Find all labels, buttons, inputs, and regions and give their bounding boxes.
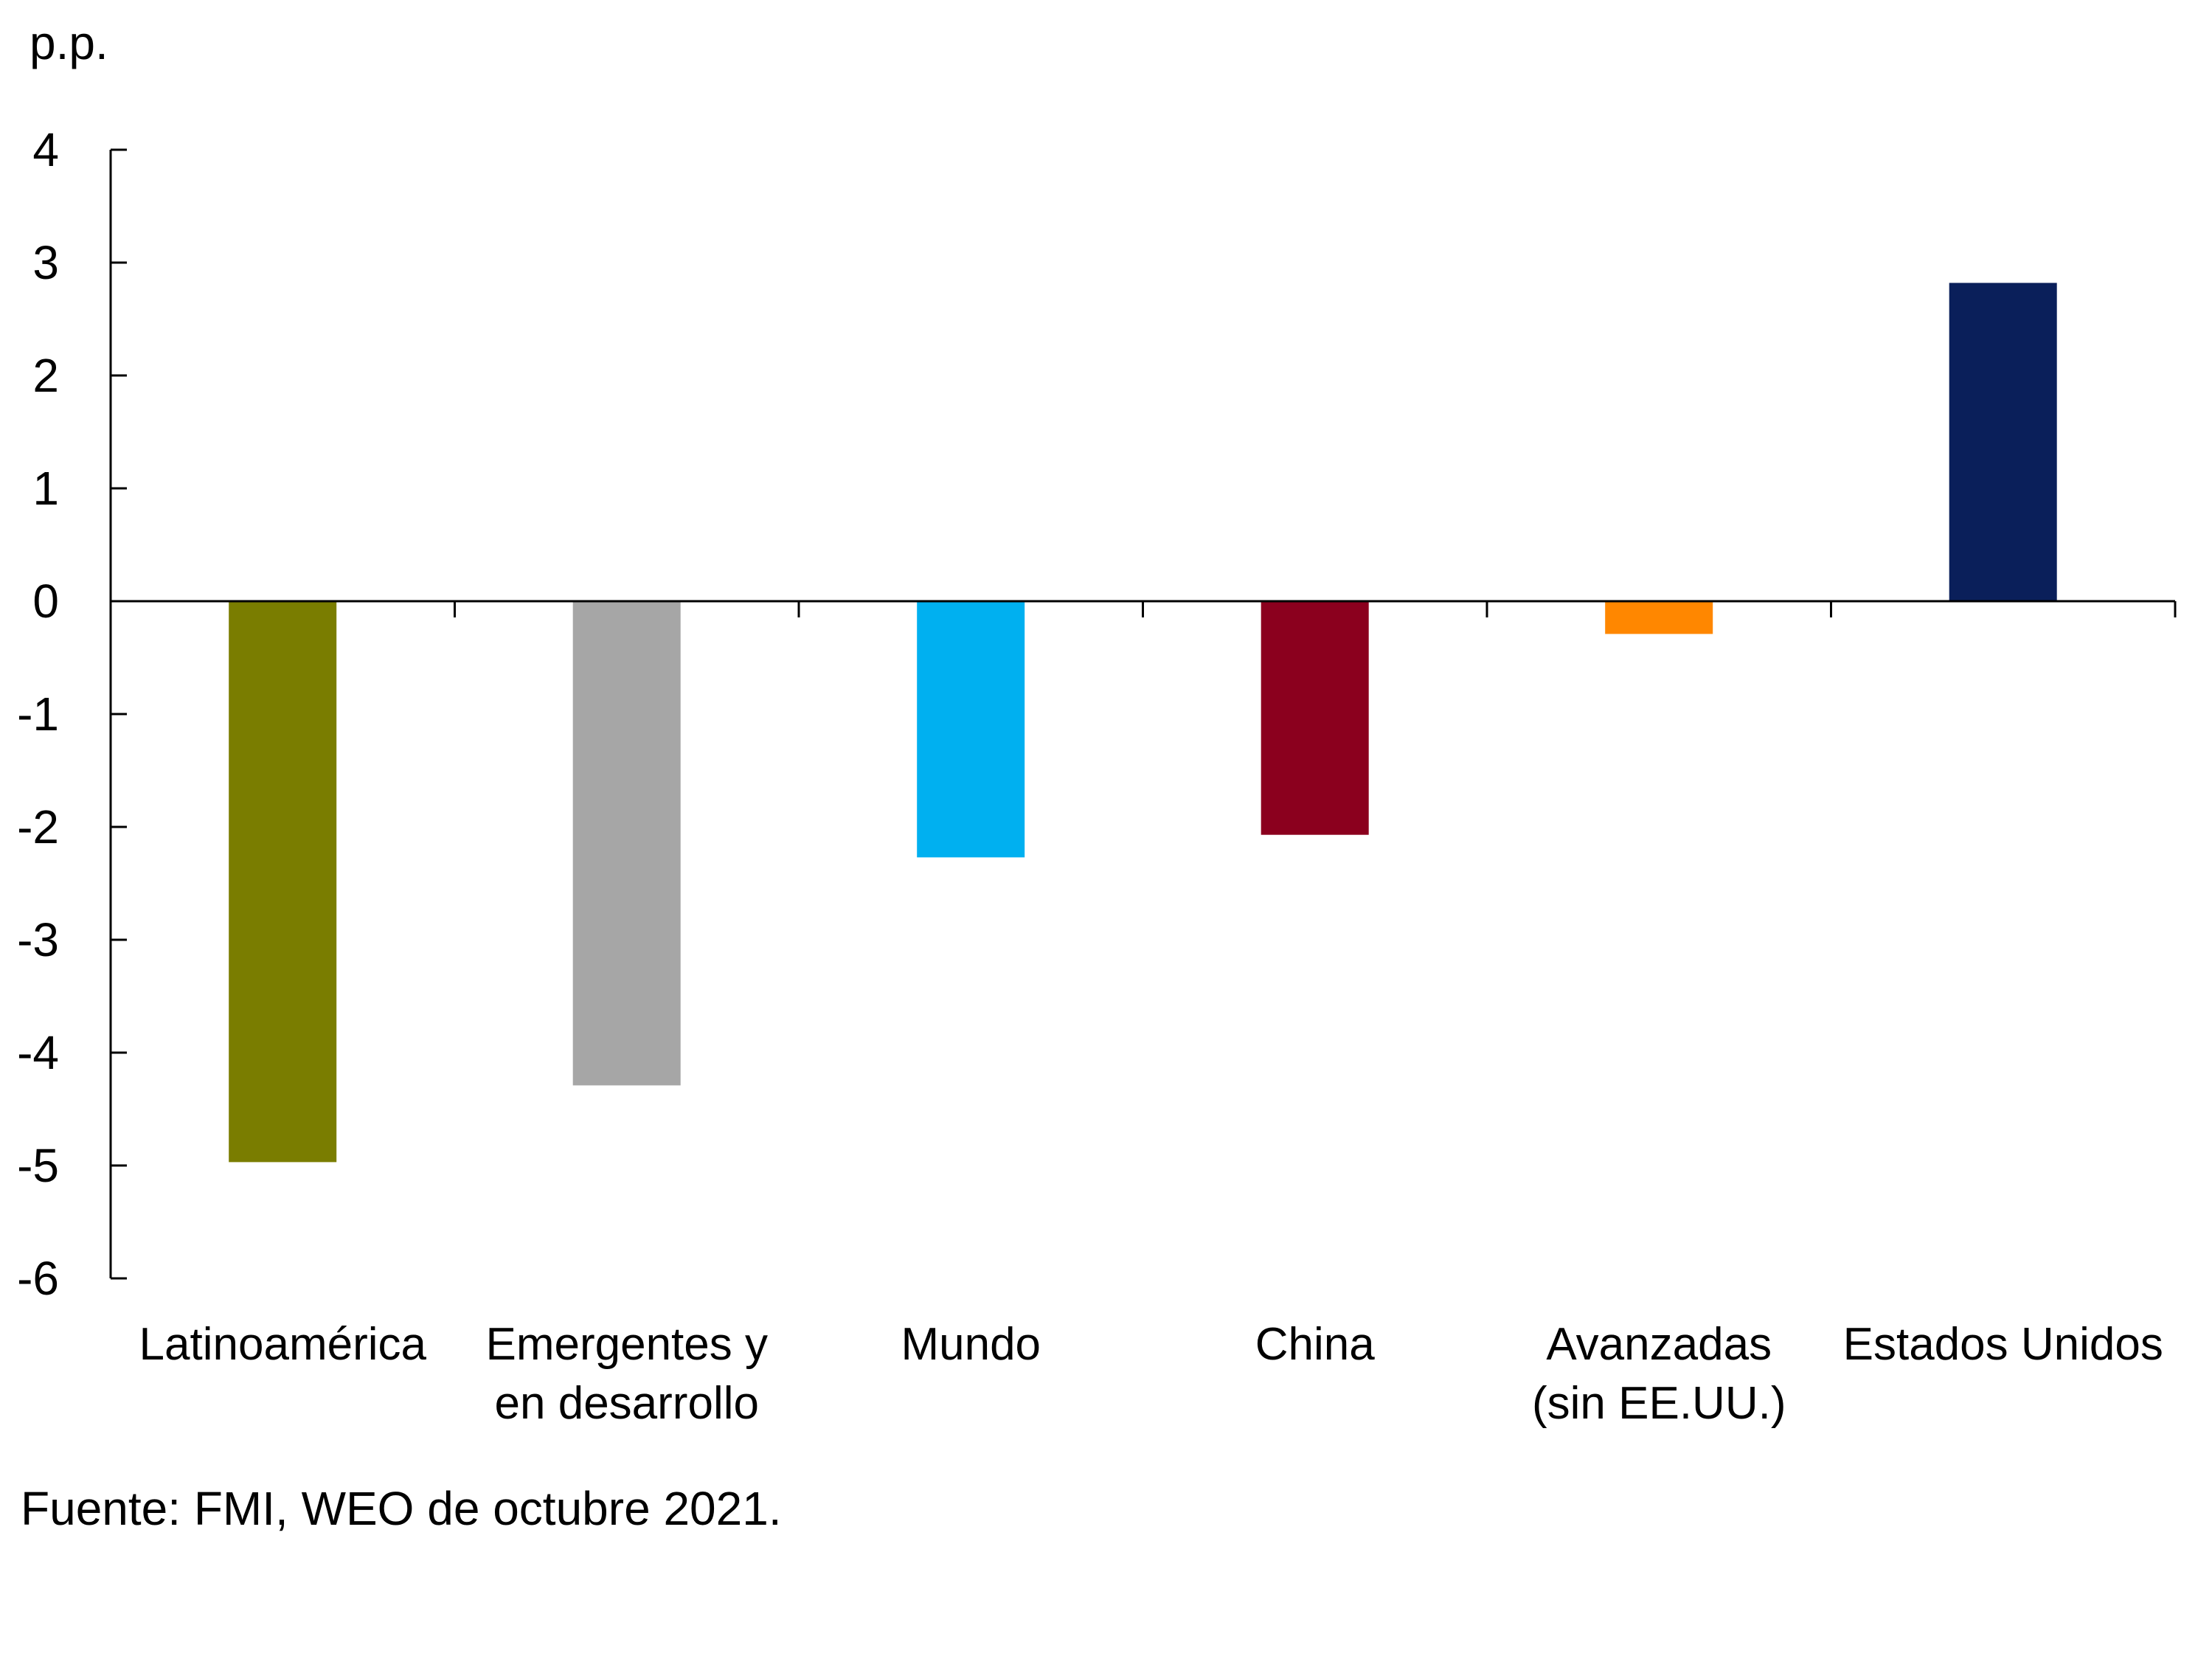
x-category-label: Emergentes y en desarrollo <box>485 1319 768 1429</box>
x-category-labels: Latinoamérica Emergentes y en desarrollo Mu… <box>139 1319 2163 1429</box>
x-category-label: Avanzadas (sin EE.UU.) <box>1532 1319 1786 1429</box>
y-tick-label: -4 <box>17 1026 59 1079</box>
y-tick-label: 0 <box>32 575 59 628</box>
x-category-label: Estados Unidos <box>1843 1319 2163 1370</box>
source-footnote: Fuente: FMI, WEO de octubre 2021. <box>21 1482 782 1535</box>
y-tick-label: 1 <box>32 462 59 515</box>
bar-latinoamérica <box>229 601 337 1163</box>
x-category-label: Mundo <box>901 1319 1041 1370</box>
y-tick-label: 2 <box>32 349 59 402</box>
y-tick-label: -1 <box>17 688 59 741</box>
x-category-label: China <box>1255 1319 1376 1370</box>
bars <box>229 283 2057 1163</box>
bar-avanzadas-sin-ee-uu <box>1605 601 1713 634</box>
y-tick-label: -5 <box>17 1139 59 1192</box>
y-ticks: 4 3 2 1 0 -1 -2 -3 -4 -5 -6 <box>17 123 127 1305</box>
axes <box>109 150 2177 1278</box>
bar-emergentes-y-en-desarrollo <box>572 601 681 1086</box>
y-tick-label: -6 <box>17 1252 59 1305</box>
bar-china <box>1261 601 1369 835</box>
bar-mundo <box>917 601 1025 858</box>
bar-estados-unidos <box>1949 283 2057 601</box>
y-tick-label: -3 <box>17 913 59 966</box>
y-tick-label: -2 <box>17 800 59 853</box>
y-axis-unit-label: p.p. <box>30 16 108 69</box>
x-category-label: Latinoamérica <box>139 1319 427 1370</box>
y-tick-label: 3 <box>32 236 59 289</box>
y-tick-label: 4 <box>32 123 59 176</box>
